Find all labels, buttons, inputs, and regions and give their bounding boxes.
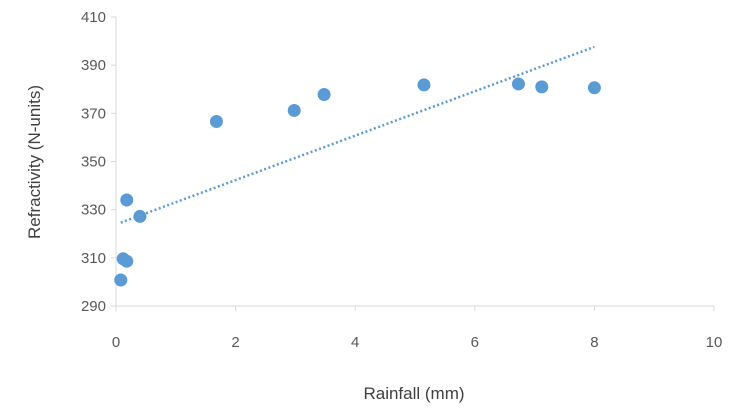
x-axis-title: Rainfall (mm): [363, 384, 464, 403]
x-tick-label: 2: [231, 334, 239, 351]
y-tick-labels: 290 310 330 350 370 390 410: [81, 9, 106, 315]
y-tick-label: 290: [81, 298, 106, 315]
x-tick-label: 0: [112, 334, 120, 351]
y-tick-label: 370: [81, 105, 106, 122]
x-tick-label: 10: [706, 334, 723, 351]
data-point: [114, 273, 127, 286]
data-point: [120, 255, 133, 268]
data-point: [417, 78, 430, 91]
data-point: [588, 81, 601, 94]
y-tick-label: 410: [81, 9, 106, 26]
y-axis-title: Refractivity (N-units): [25, 85, 44, 239]
x-tick-label: 6: [471, 334, 479, 351]
y-tick-label: 390: [81, 57, 106, 74]
data-point: [512, 77, 525, 90]
data-point: [535, 80, 548, 93]
data-point: [318, 88, 331, 101]
data-point: [133, 210, 146, 223]
trendline-group: [121, 47, 595, 223]
x-tick-label: 4: [351, 334, 359, 351]
y-tick-label: 350: [81, 154, 106, 171]
y-tick-label: 310: [81, 250, 106, 267]
data-point: [120, 194, 133, 207]
x-tick-label: 8: [590, 334, 598, 351]
y-tick-label: 330: [81, 202, 106, 219]
x-tick-labels: 0 2 4 6 8 10: [112, 334, 723, 351]
data-point: [210, 115, 223, 128]
data-points: [114, 77, 601, 286]
data-point: [288, 104, 301, 117]
trendline: [121, 47, 595, 223]
axes: [111, 17, 714, 311]
